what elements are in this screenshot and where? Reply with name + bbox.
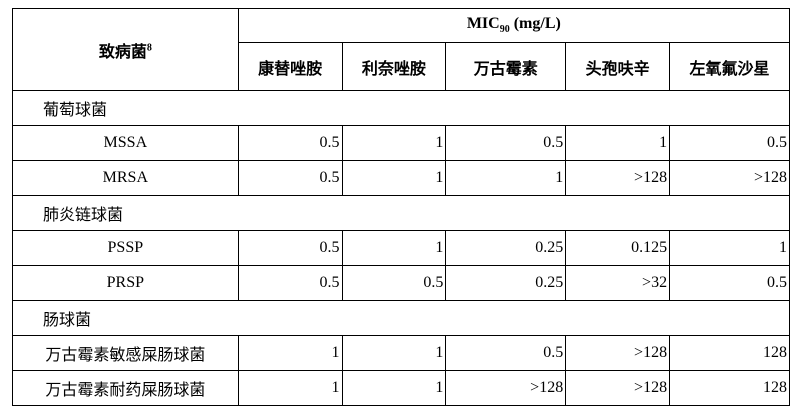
pathogen-label: 致病菌 — [98, 43, 147, 61]
mic-value: 1 — [341, 370, 447, 406]
group-row: 肠球菌 — [12, 300, 790, 336]
group-row: 葡萄球菌 — [12, 90, 790, 126]
pathogen-name: PRSP — [12, 265, 239, 301]
mic-value: >32 — [565, 265, 671, 301]
pathogen-name: PSSP — [12, 230, 239, 266]
header-row: 致病菌8 MIC90 (mg/L) — [12, 8, 791, 91]
mic-value: 0.5 — [341, 265, 447, 301]
mic-value: 1 — [565, 125, 671, 161]
group-name: 肺炎链球菌 — [12, 195, 790, 231]
column-header: 头孢呋辛 — [565, 42, 671, 91]
group-name: 肠球菌 — [12, 300, 790, 336]
mic-value: 1 — [341, 230, 447, 266]
column-header: 左氧氟沙星 — [669, 42, 790, 91]
data-row: PRSP 0.5 0.5 0.25 >32 0.5 — [12, 265, 790, 301]
mic-value: 0.5 — [669, 125, 790, 161]
mic-subscript: 90 — [499, 24, 510, 36]
mic-value: 0.5 — [237, 160, 343, 196]
pathogen-name: 万古霉素敏感屎肠球菌 — [12, 335, 239, 371]
mic-value: 0.5 — [445, 125, 567, 161]
mic-value: >128 — [565, 370, 671, 406]
column-header: 利奈唑胺 — [341, 42, 447, 91]
mic-value: 0.5 — [237, 230, 343, 266]
mic-value: 1 — [237, 370, 343, 406]
mic-value: 128 — [669, 370, 790, 406]
data-row: MSSA 0.5 1 0.5 1 0.5 — [12, 125, 790, 161]
column-header: 万古霉素 — [445, 42, 567, 91]
data-row: 万古霉素耐药屎肠球菌 1 1 >128 >128 128 — [12, 370, 790, 406]
data-row: MRSA 0.5 1 1 >128 >128 — [12, 160, 790, 196]
mic-value: 0.25 — [445, 230, 567, 266]
mic-value: 0.25 — [445, 265, 567, 301]
mic-label: MIC — [466, 15, 500, 33]
group-name: 葡萄球菌 — [12, 90, 790, 126]
mic-value: 1 — [341, 335, 447, 371]
mic-value: >128 — [669, 160, 790, 196]
pathogen-name: MSSA — [12, 125, 239, 161]
data-row: PSSP 0.5 1 0.25 0.125 1 — [12, 230, 790, 266]
mic-value: 128 — [669, 335, 790, 371]
data-row: 万古霉素敏感屎肠球菌 1 1 0.5 >128 128 — [12, 335, 790, 371]
table-head: 致病菌8 MIC90 (mg/L) 康替唑胺 利奈唑胺 万古霉素 头孢呋辛 左氧氟沙星 — [12, 8, 791, 91]
pathogen-header: 致病菌8 — [12, 8, 239, 91]
mic-value: 0.5 — [237, 125, 343, 161]
column-row: 康替唑胺 利奈唑胺 万古霉素 头孢呋辛 左氧氟沙星 — [13, 42, 790, 91]
mic-value: 0.125 — [565, 230, 671, 266]
mic-value: 1 — [341, 160, 447, 196]
pathogen-name: 万古霉素耐药屎肠球菌 — [12, 370, 239, 406]
mic-value: >128 — [565, 160, 671, 196]
group-row: 肺炎链球菌 — [12, 195, 790, 231]
mic-value: >128 — [565, 335, 671, 371]
mic-value: 1 — [341, 125, 447, 161]
table-body: 葡萄球菌 MSSA 0.5 1 0.5 1 0.5 MRSA 0.5 1 1 >128 >128 肺炎链球… — [12, 90, 790, 406]
mic-value: 1 — [237, 335, 343, 371]
mic-value: >128 — [445, 370, 567, 406]
pathogen-note: 8 — [146, 42, 152, 54]
mic-unit: (mg/L) — [513, 15, 561, 33]
mic-value: 0.5 — [445, 335, 567, 371]
mic-header: MIC90 (mg/L) — [237, 8, 791, 43]
column-header: 康替唑胺 — [237, 42, 343, 91]
mic-value: 0.5 — [669, 265, 790, 301]
mic-value: 0.5 — [237, 265, 343, 301]
mic-value: 1 — [445, 160, 567, 196]
mic-value: 1 — [669, 230, 790, 266]
pathogen-name: MRSA — [12, 160, 239, 196]
mic-table: 致病菌8 MIC90 (mg/L) 康替唑胺 利奈唑胺 万古霉素 头孢呋辛 左氧氟沙星 … — [12, 8, 791, 406]
